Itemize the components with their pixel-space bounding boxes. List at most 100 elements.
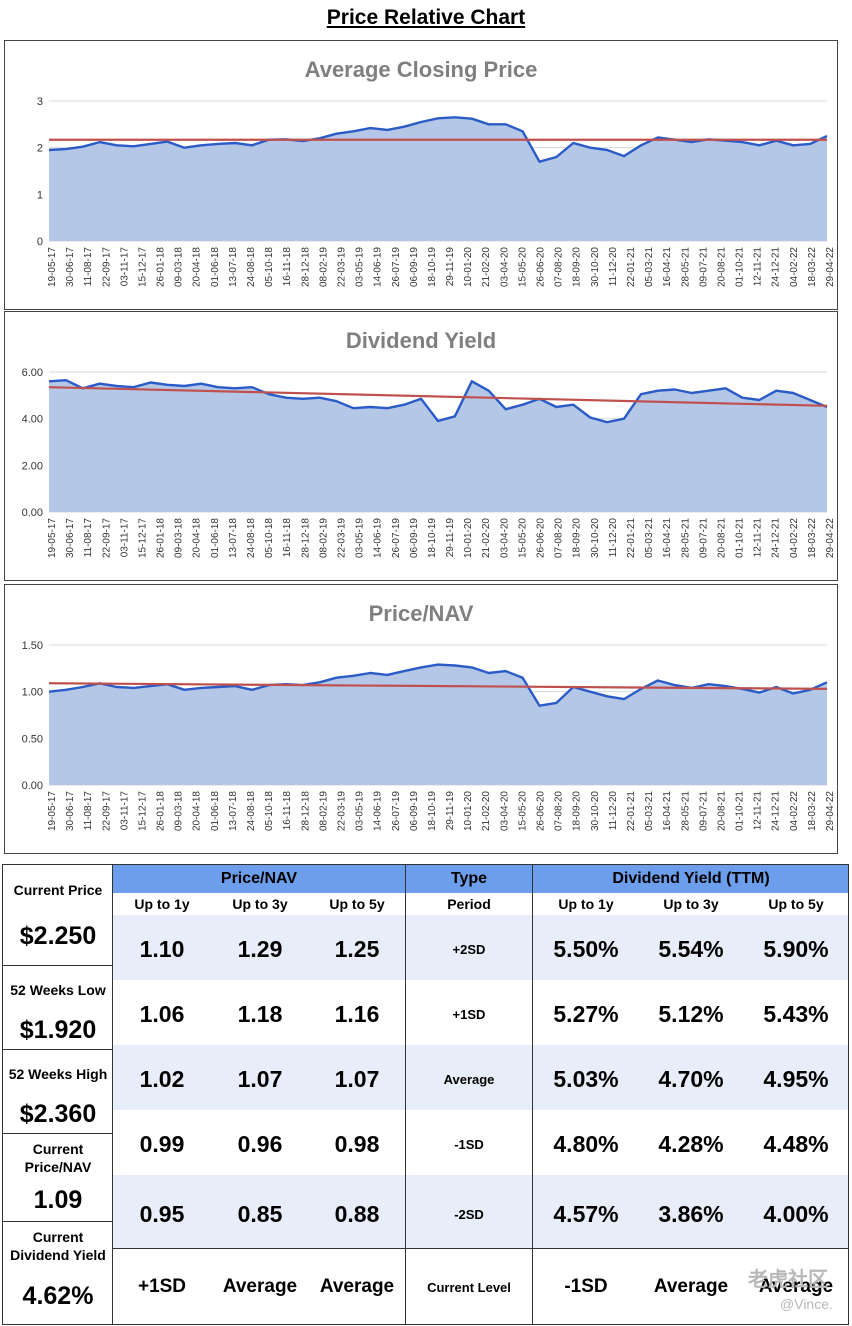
subheader-pnav-5y: Up to 5y (329, 896, 385, 912)
pnav-value: 1.07 (237, 1066, 283, 1092)
x-tick-label: 22-03-19 (336, 518, 347, 558)
current-level-pnav: Average (319, 1276, 395, 1297)
x-tick-label: 08-02-19 (318, 247, 329, 287)
x-tick-label: 19-05-17 (47, 247, 58, 287)
pnav-value: 0.98 (334, 1131, 380, 1157)
y-tick-label: 1.50 (22, 640, 43, 652)
x-tick-label: 30-06-17 (65, 247, 76, 287)
x-tick-label: 22-09-17 (101, 518, 112, 558)
x-tick-label: 03-11-17 (119, 518, 130, 558)
x-tick-label: 15-12-17 (137, 247, 148, 287)
subheader-pnav-1y: Up to 1y (134, 896, 190, 912)
x-tick-label: 11-12-20 (608, 791, 619, 831)
trend-line (48, 386, 828, 407)
table-divider (3, 1133, 113, 1134)
left-label: 52 Weeks Low (10, 982, 106, 998)
current-level-dy: Average (758, 1276, 834, 1297)
x-tick-label: 01-06-18 (210, 791, 221, 831)
x-tick-label: 19-05-17 (47, 791, 58, 831)
x-tick-label: 06-09-19 (409, 247, 420, 287)
x-tick-label: 20-04-18 (192, 247, 203, 287)
x-tick-label: 22-09-17 (101, 247, 112, 287)
x-tick-label: 15-12-17 (137, 791, 148, 831)
x-tick-label: 03-05-19 (355, 518, 366, 558)
x-tick-label: 28-05-21 (680, 247, 691, 287)
x-tick-label: 05-10-18 (264, 791, 275, 831)
x-tick-label: 18-09-20 (572, 791, 583, 831)
row-band (113, 1175, 849, 1249)
x-tick-label: 14-06-19 (373, 247, 384, 287)
left-value: $1.920 (19, 1015, 97, 1044)
x-tick-label: 29-11-19 (445, 247, 456, 287)
chart-title: Average Closing Price (305, 57, 538, 82)
chart-title: Dividend Yield (346, 328, 496, 353)
pnav-value: 0.99 (139, 1131, 185, 1157)
summary-table: Price/NAV Type Dividend Yield (TTM) Up to 1… (2, 864, 849, 1325)
left-value: $2.250 (19, 921, 97, 950)
x-tick-label: 15-05-20 (517, 518, 528, 558)
y-tick-label: 1 (37, 189, 43, 201)
x-tick-label: 30-06-17 (65, 791, 76, 831)
y-tick-label: 0 (37, 236, 43, 248)
pnav-value: 1.02 (139, 1066, 185, 1092)
period-label: +1SD (452, 1007, 486, 1022)
x-tick-label: 10-01-20 (463, 791, 474, 831)
x-tick-label: 01-10-21 (735, 518, 746, 558)
x-tick-label: 11-08-17 (83, 518, 94, 558)
x-tick-label: 20-04-18 (192, 791, 203, 831)
subheader-dy-1y: Up to 1y (558, 896, 614, 912)
dy-value: 5.03% (553, 1066, 619, 1092)
subheader-period: Period (447, 896, 491, 912)
series-area (49, 117, 827, 241)
x-tick-label: 11-08-17 (83, 247, 94, 287)
series-line (48, 116, 828, 163)
dy-value: 5.27% (553, 1001, 619, 1027)
x-tick-label: 10-01-20 (463, 518, 474, 558)
left-value: 1.09 (33, 1185, 83, 1214)
x-tick-label: 09-07-21 (698, 518, 709, 558)
x-tick-label: 01-10-21 (735, 247, 746, 287)
pnav-value: 0.96 (237, 1131, 283, 1157)
chart-dividend-yield: Dividend Yield 0.00 2.00 4.00 6.00 19-05-17 30… (4, 311, 838, 581)
x-tick-label: 24-12-21 (771, 791, 782, 831)
header-price-nav: Price/NAV (113, 865, 405, 893)
x-tick-label: 05-10-18 (264, 247, 275, 287)
x-tick-label: 26-07-19 (391, 518, 402, 558)
current-level-dy: -1SD (564, 1276, 608, 1297)
y-tick-label: 2.00 (22, 460, 43, 472)
y-tick-label: 0.00 (22, 780, 43, 792)
x-tick-label: 09-07-21 (698, 247, 709, 287)
chart-title: Price/NAV (369, 601, 474, 626)
x-tick-label: 14-06-19 (373, 518, 384, 558)
x-tick-label: 03-04-20 (499, 247, 510, 287)
x-tick-label: 26-06-20 (536, 791, 547, 831)
x-tick-label: 18-09-20 (572, 247, 583, 287)
x-tick-label: 07-08-20 (554, 791, 565, 831)
x-tick-label: 21-02-20 (481, 247, 492, 287)
left-value: 4.62% (22, 1281, 94, 1310)
chart-svg-yield: Dividend Yield 0.00 2.00 4.00 6.00 19-05-17 30… (22, 328, 836, 558)
x-tick-label: 09-03-18 (174, 518, 185, 558)
x-tick-label: 13-07-18 (228, 247, 239, 287)
row-band (113, 915, 849, 980)
x-tick-label: 18-03-22 (807, 247, 818, 287)
y-tick-label: 1.00 (22, 687, 43, 699)
table-divider (113, 1248, 849, 1249)
pnav-value: 1.25 (334, 936, 380, 962)
table-divider (848, 865, 849, 1325)
x-tick-label: 18-09-20 (572, 518, 583, 558)
x-tick-label: 12-11-21 (753, 247, 764, 287)
x-tick-label: 05-03-21 (644, 518, 655, 558)
x-tick-label: 12-11-21 (753, 791, 764, 831)
x-tick-label: 24-12-21 (771, 247, 782, 287)
x-tick-label: 28-05-21 (680, 791, 691, 831)
x-tick-label: 22-09-17 (101, 791, 112, 831)
table-divider (405, 865, 406, 1325)
dy-value: 4.28% (658, 1131, 724, 1157)
x-tick-label: 01-10-21 (735, 791, 746, 831)
x-tick-label: 19-05-17 (47, 518, 58, 558)
pnav-value: 0.95 (139, 1200, 185, 1227)
x-tick-label: 18-03-22 (807, 518, 818, 558)
y-tick-label: 3 (37, 96, 43, 108)
header-type: Type (406, 865, 532, 893)
